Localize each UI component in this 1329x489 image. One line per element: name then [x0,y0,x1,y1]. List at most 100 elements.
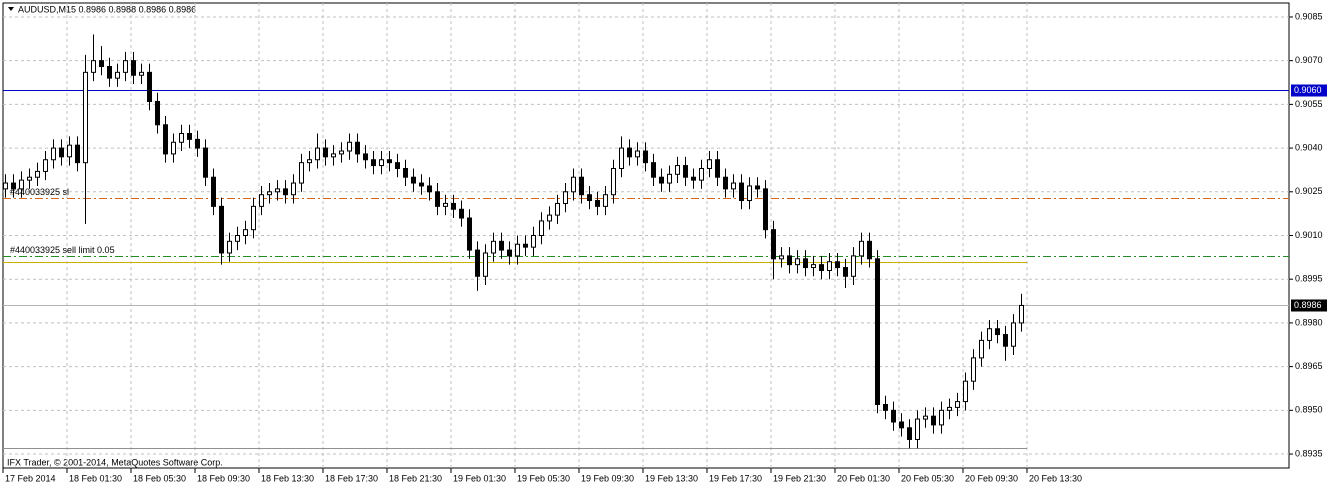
candle-body [51,147,56,161]
level-label: #440033925 sl [10,187,69,197]
candle-body [451,202,456,210]
candle-body [819,264,824,271]
candle-body [115,71,120,79]
x-tick-label: 19 Feb 13:30 [645,473,698,483]
candle-body [539,220,544,236]
candle-body [963,380,968,403]
x-tick-label: 19 Feb 09:30 [581,473,634,483]
y-tick-label: 0.8995 [1295,274,1323,284]
menu-arrow [8,7,14,11]
candle-body [459,208,464,219]
candle-body [403,167,408,178]
candle-body [211,176,216,207]
candle-body [283,188,288,196]
candle-body [443,202,448,207]
candle-body [155,100,160,126]
candle-body [875,258,880,405]
x-tick-label: 18 Feb 05:30 [133,473,186,483]
candle-body [947,406,952,411]
candle-body [763,188,768,231]
candle-body [515,243,520,257]
candle-body [579,176,584,196]
candle-body [563,191,568,204]
chart-title: AUDUSD,M15 0.8986 0.8988 0.8986 0.8986 [18,4,196,14]
candle-body [251,205,256,231]
candle-body [739,182,744,202]
candle-body [411,176,416,184]
candle-body [851,255,856,277]
price-tag [1291,299,1327,312]
candle-body [891,409,896,423]
candle-body [859,240,864,257]
candle-body [491,240,496,254]
y-tick-label: 0.9010 [1295,230,1323,240]
candle-body [811,264,816,269]
candle-body [83,71,88,164]
price-tag-label: 0.8986 [1294,300,1322,310]
x-tick-label: 19 Feb 21:30 [773,473,826,483]
candle-body [747,185,752,202]
candle-body [843,267,848,277]
candle-body [555,202,560,216]
candle-body [715,159,720,178]
candle-body [907,427,912,440]
candle-body [395,162,400,169]
candle-body [163,124,168,155]
candle-body [603,194,608,207]
y-tick-label: 0.9025 [1295,186,1323,196]
candle-body [643,150,648,164]
x-tick-label: 18 Feb 01:30 [69,473,122,483]
y-tick-label: 0.9085 [1295,11,1323,21]
candle-body [467,217,472,251]
candle-body [435,191,440,207]
candle-body [619,147,624,169]
x-tick-label: 18 Feb 21:30 [389,473,442,483]
candle-body [107,66,112,79]
candle-body [339,150,344,155]
x-tick-label: 19 Feb 17:30 [709,473,762,483]
candle-body [267,191,272,196]
candle-body [627,147,632,158]
x-tick-label: 20 Feb 13:30 [1029,473,1082,483]
candle-body [923,415,928,420]
candle-body [203,147,208,178]
candle-body [347,141,352,152]
candle-body [883,403,888,411]
candle-body [35,170,40,178]
candle-body [955,401,960,408]
footer: IFX Trader, © 2001-2014, MetaQuotes Soft… [7,457,223,467]
candle-body [507,249,512,257]
candle-body [67,144,72,158]
candle-body [1019,304,1024,324]
candle-body [795,258,800,266]
x-tick-label: 18 Feb 17:30 [325,473,378,483]
candle-body [547,214,552,222]
candle-body [259,194,264,207]
candle-body [123,60,128,73]
x-tick-label: 17 Feb 2014 [5,473,56,483]
y-tick-label: 0.9055 [1295,99,1323,109]
x-tick-label: 18 Feb 09:30 [197,473,250,483]
candle-body [835,261,840,269]
candle-body [707,159,712,169]
x-tick-label: 20 Feb 01:30 [837,473,890,483]
y-tick-label: 0.8965 [1295,361,1323,371]
candle-body [915,418,920,440]
candle-body [587,194,592,202]
candle-body [771,229,776,260]
candle-body [195,138,200,149]
candle-body [659,176,664,184]
candle-body [91,60,96,73]
candle-body [355,141,360,155]
candle-body [227,240,232,254]
candle-body [139,71,144,76]
candle-body [363,153,368,161]
price-tag-label: 0.9060 [1294,85,1322,95]
candle-body [1003,334,1008,347]
x-tick-label: 20 Feb 09:30 [965,473,1018,483]
candle-body [323,147,328,158]
candle-body [427,185,432,193]
candle-body [939,409,944,426]
price-tag [1291,84,1327,97]
level-label: #440033925 sell limit 0.05 [10,245,115,255]
